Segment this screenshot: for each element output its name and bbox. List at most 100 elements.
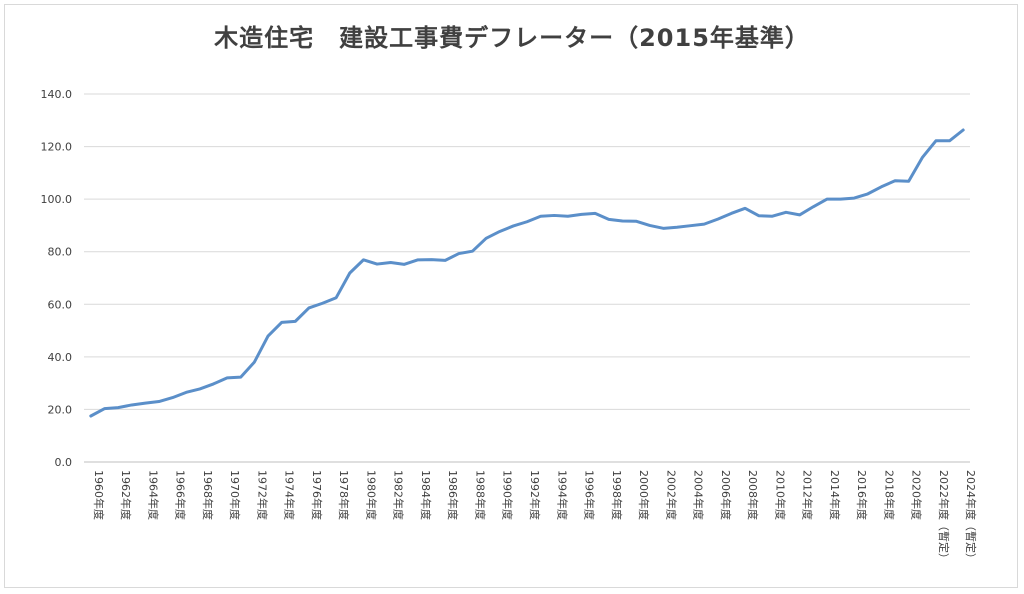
y-tick-label: 80.0 — [48, 246, 73, 259]
data-point — [553, 214, 556, 217]
y-tick-label: 100.0 — [41, 193, 73, 206]
chart-frame — [4, 4, 1018, 588]
x-tick-label: 1968年度 — [201, 470, 215, 520]
y-tick-label: 140.0 — [41, 88, 73, 101]
y-tick-label: 60.0 — [48, 298, 73, 311]
data-point — [798, 213, 801, 216]
data-point — [89, 415, 92, 418]
data-point — [866, 192, 869, 195]
data-point — [348, 272, 351, 275]
data-point — [962, 129, 965, 132]
data-point — [512, 224, 515, 227]
data-point — [321, 302, 324, 305]
data-point — [730, 212, 733, 215]
data-point — [635, 220, 638, 223]
data-point — [103, 407, 106, 410]
data-point — [144, 402, 147, 405]
x-tick-label: 1970年度 — [228, 470, 242, 520]
x-tick-label: 1962年度 — [119, 470, 133, 520]
data-point — [580, 213, 583, 216]
data-point — [226, 376, 229, 379]
data-point — [784, 211, 787, 214]
data-point — [130, 403, 133, 406]
data-point — [839, 198, 842, 201]
data-point — [566, 215, 569, 218]
x-tick-label: 1966年度 — [174, 470, 188, 520]
data-point — [294, 320, 297, 323]
series-line — [89, 128, 965, 418]
data-point — [716, 218, 719, 221]
data-point — [648, 224, 651, 227]
data-point — [280, 321, 283, 324]
data-point — [607, 218, 610, 221]
data-point — [825, 198, 828, 201]
x-tick-label: 2004年度 — [692, 470, 706, 520]
y-tick-label: 0.0 — [55, 456, 73, 469]
data-point — [171, 396, 174, 399]
data-point — [239, 376, 242, 379]
data-point — [757, 214, 760, 217]
data-point — [812, 205, 815, 208]
data-point — [948, 139, 951, 142]
data-point — [117, 406, 120, 409]
x-tick-label: 1998年度 — [610, 470, 624, 520]
y-tick-label: 20.0 — [48, 403, 73, 416]
x-tick-label: 1986年度 — [446, 470, 460, 520]
data-point — [675, 226, 678, 229]
x-tick-label: 1974年度 — [283, 470, 297, 520]
y-tick-label: 40.0 — [48, 351, 73, 364]
x-tick-label: 2000年度 — [637, 470, 651, 520]
data-point — [362, 258, 365, 261]
data-point — [335, 296, 338, 299]
data-point — [253, 361, 256, 364]
data-point — [403, 263, 406, 266]
x-tick-label: 2012年度 — [801, 470, 815, 520]
x-tick-label: 2024年度（暫定） — [964, 470, 978, 564]
data-point — [416, 258, 419, 261]
x-tick-label: 2006年度 — [719, 470, 733, 520]
y-tick-label: 120.0 — [41, 141, 73, 154]
x-tick-label: 1976年度 — [310, 470, 324, 520]
x-tick-label: 1988年度 — [473, 470, 487, 520]
data-point — [853, 197, 856, 200]
data-point — [307, 306, 310, 309]
x-tick-label: 2016年度 — [855, 470, 869, 520]
x-tick-label: 1982年度 — [392, 470, 406, 520]
x-tick-label: 1996年度 — [583, 470, 597, 520]
x-tick-label: 2018年度 — [882, 470, 896, 520]
x-tick-label: 2008年度 — [746, 470, 760, 520]
data-point — [157, 400, 160, 403]
x-tick-label: 1964年度 — [146, 470, 160, 520]
data-point — [703, 223, 706, 226]
x-tick-label: 1978年度 — [337, 470, 351, 520]
chart-title: 木造住宅 建設工事費デフレーター（2015年基準） — [214, 24, 810, 52]
data-point — [485, 237, 488, 240]
data-point — [444, 259, 447, 262]
data-point — [212, 382, 215, 385]
data-point — [689, 224, 692, 227]
x-tick-label: 2014年度 — [828, 470, 842, 520]
data-point — [198, 387, 201, 390]
data-point — [526, 220, 529, 223]
x-tick-label: 1990年度 — [501, 470, 515, 520]
data-point — [662, 227, 665, 230]
data-point — [594, 212, 597, 215]
data-point — [430, 258, 433, 261]
data-point — [907, 180, 910, 183]
data-point — [771, 215, 774, 218]
x-tick-label: 1972年度 — [255, 470, 269, 520]
data-point — [539, 215, 542, 218]
data-point — [389, 261, 392, 264]
x-tick-label: 1992年度 — [528, 470, 542, 520]
data-point — [498, 230, 501, 233]
x-tick-label: 1994年度 — [555, 470, 569, 520]
x-tick-label: 2010年度 — [773, 470, 787, 520]
x-tick-label: 1984年度 — [419, 470, 433, 520]
data-point — [621, 219, 624, 222]
data-point — [934, 139, 937, 142]
data-point — [376, 263, 379, 266]
data-point — [457, 252, 460, 255]
x-tick-label: 1980年度 — [364, 470, 378, 520]
data-point — [267, 335, 270, 338]
